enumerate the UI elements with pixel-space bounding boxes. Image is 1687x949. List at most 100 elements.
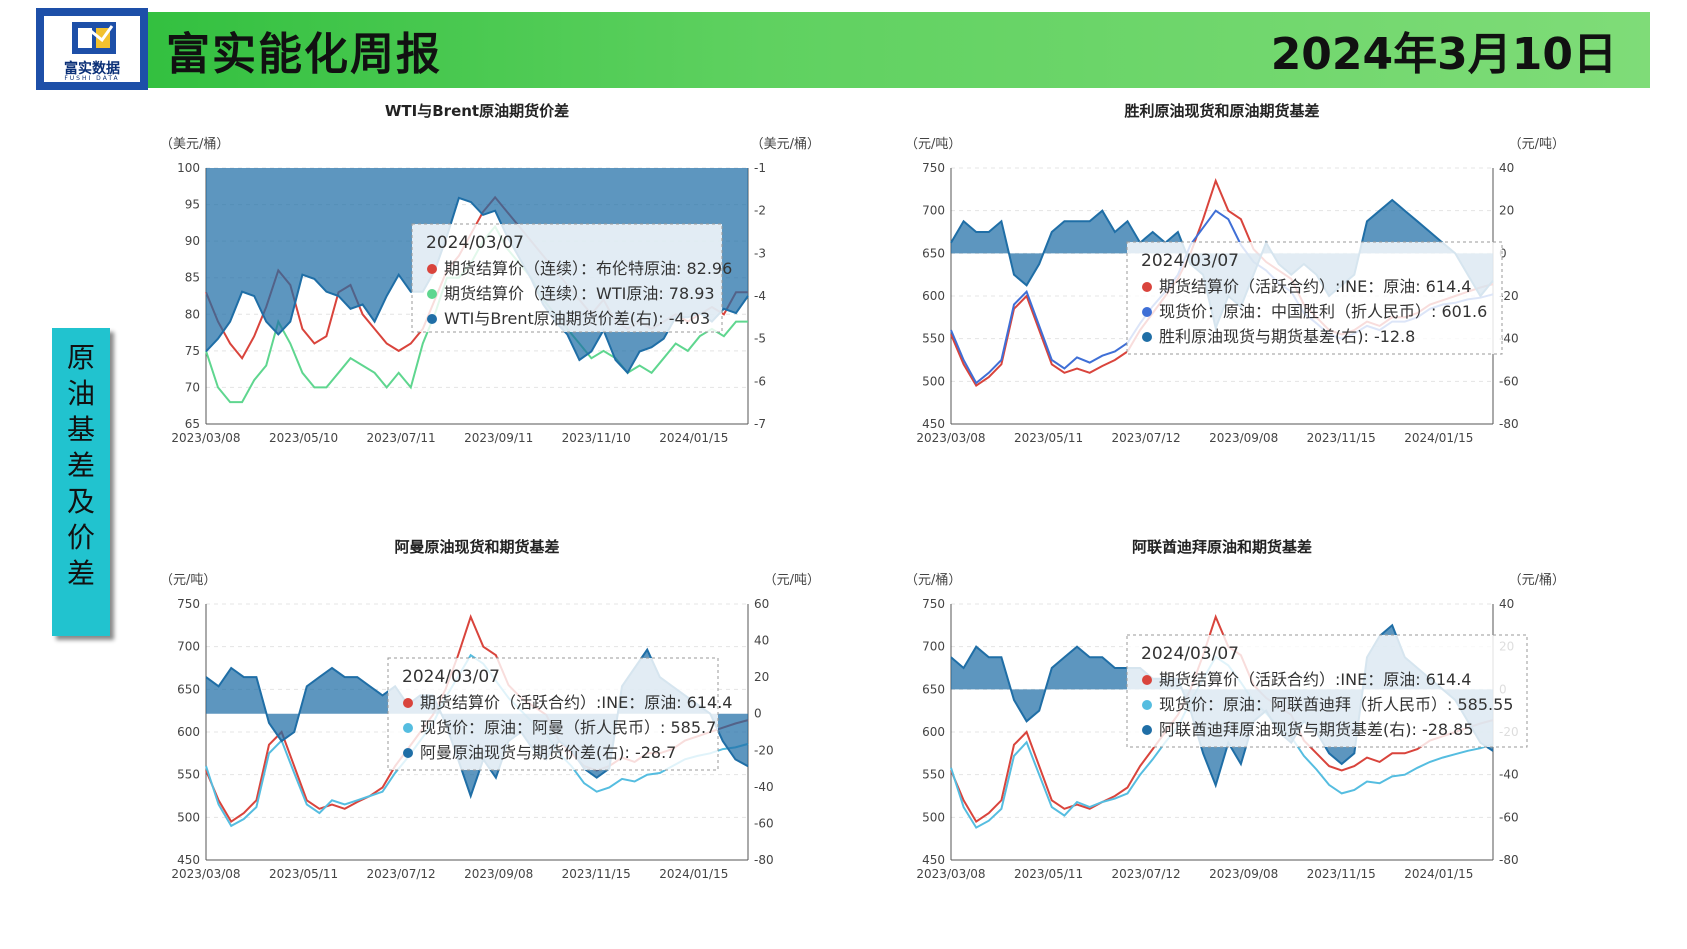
x-tick-label: 2023/03/08 bbox=[171, 431, 240, 445]
section-label-text: 原油基差及价差 bbox=[66, 341, 95, 590]
x-tick-label: 2024/01/15 bbox=[1404, 431, 1473, 445]
left-tick-label: 600 bbox=[922, 725, 945, 739]
tooltip-marker bbox=[403, 723, 413, 733]
tooltip-date: 2024/03/07 bbox=[402, 667, 500, 687]
tooltip-line: 期货结算价（活跃合约）:INE：原油: 614.4 bbox=[420, 693, 732, 712]
chart-wti-brent-spread: WTI与Brent原油期货价差 （美元/桶） （美元/桶） 100 95 90 85 80 75… bbox=[160, 102, 820, 445]
x-tick-label: 2023/05/11 bbox=[269, 867, 338, 881]
x-tick-label: 2024/01/15 bbox=[1404, 867, 1473, 881]
right-tick-label: -2 bbox=[754, 204, 766, 218]
header-banner bbox=[36, 12, 1650, 88]
left-tick-label: 700 bbox=[922, 640, 945, 654]
right-tick-label: -7 bbox=[754, 417, 766, 431]
right-tick-label: -6 bbox=[754, 374, 766, 388]
right-tick-label: -40 bbox=[754, 780, 774, 794]
tooltip-date: 2024/03/07 bbox=[426, 233, 524, 253]
tooltip-line: 现货价：原油：阿曼（折人民币）: 585.7 bbox=[420, 718, 716, 737]
left-tick-label: 500 bbox=[922, 374, 945, 388]
x-tick-label: 2024/01/15 bbox=[659, 867, 728, 881]
left-tick-label: 90 bbox=[185, 234, 200, 248]
tooltip-marker bbox=[403, 748, 413, 758]
left-tick-label: 650 bbox=[922, 682, 945, 696]
right-tick-label: -40 bbox=[1499, 332, 1519, 346]
tooltip: 2024/03/07 期货结算价（连续）：布伦特原油: 82.96 期货结算价（连续… bbox=[411, 223, 732, 333]
tooltip-date: 2024/03/07 bbox=[1141, 644, 1239, 664]
right-tick-label: -20 bbox=[1499, 289, 1519, 303]
right-tick-label: -4 bbox=[754, 289, 766, 303]
chart-shengli-basis: 胜利原油现货和原油期货基差 （元/吨） （元/吨） 750 700 650 600 550 50… bbox=[905, 102, 1565, 445]
right-tick-label: 40 bbox=[1499, 597, 1514, 611]
tooltip: 2024/03/07 期货结算价（活跃合约）:INE：原油: 614.4 现货价：原… bbox=[387, 657, 732, 771]
left-tick-label: 750 bbox=[177, 597, 200, 611]
chart-title: 阿曼原油现货和期货基差 bbox=[394, 538, 559, 556]
left-tick-label: 85 bbox=[185, 271, 200, 285]
right-tick-label: 20 bbox=[1499, 204, 1514, 218]
left-tick-label: 550 bbox=[922, 332, 945, 346]
left-axis-unit: （元/吨） bbox=[905, 137, 961, 152]
tooltip-box bbox=[387, 657, 719, 771]
left-tick-label: 750 bbox=[922, 161, 945, 175]
left-tick-label: 450 bbox=[177, 853, 200, 867]
company-logo: 富实数据 FUSHI DATA bbox=[36, 8, 148, 90]
tooltip-line: 现货价：原油：中国胜利（折人民币）: 601.6 bbox=[1159, 302, 1487, 321]
right-tick-label: 60 bbox=[754, 597, 769, 611]
right-tick-label: -60 bbox=[754, 816, 774, 830]
right-tick-label: -20 bbox=[754, 743, 774, 757]
tooltip-line: 胜利原油现货与期货基差(右): -12.8 bbox=[1159, 327, 1415, 346]
right-axis-unit: （元/吨） bbox=[764, 573, 820, 588]
left-tick-label: 100 bbox=[177, 161, 200, 175]
section-label: 原油基差及价差 bbox=[52, 328, 110, 636]
report-title: 富实能化周报 bbox=[166, 29, 442, 80]
x-tick-label: 2023/09/08 bbox=[1209, 431, 1278, 445]
right-tick-label: 40 bbox=[754, 634, 769, 648]
tooltip-line: 期货结算价（连续）：WTI原油: 78.93 bbox=[444, 284, 715, 303]
logo-mark-icon bbox=[72, 22, 116, 54]
x-tick-label: 2023/03/08 bbox=[916, 867, 985, 881]
right-tick-label: -40 bbox=[1499, 768, 1519, 782]
left-tick-label: 70 bbox=[185, 380, 200, 394]
x-tick-label: 2023/11/15 bbox=[1307, 867, 1376, 881]
tooltip-box bbox=[1126, 634, 1528, 748]
logo-text: 富实数据 bbox=[64, 61, 120, 77]
x-tick-label: 2023/03/08 bbox=[171, 867, 240, 881]
right-tick-label: -1 bbox=[754, 161, 766, 175]
left-axis-unit: （元/桶） bbox=[905, 573, 961, 588]
left-tick-label: 500 bbox=[177, 810, 200, 824]
x-tick-label: 2023/07/12 bbox=[367, 867, 436, 881]
left-tick-label: 750 bbox=[922, 597, 945, 611]
x-tick-label: 2023/07/11 bbox=[367, 431, 436, 445]
series-line bbox=[950, 613, 1494, 824]
logo-inner: 富实数据 FUSHI DATA bbox=[44, 16, 140, 82]
tooltip-marker bbox=[1142, 282, 1152, 292]
tooltip-marker bbox=[1142, 700, 1152, 710]
left-tick-label: 450 bbox=[922, 853, 945, 867]
chart-oman-basis: 阿曼原油现货和期货基差（元/吨） （元/吨）7507006506005505004… bbox=[160, 538, 820, 881]
x-tick-label: 2023/05/11 bbox=[1014, 867, 1083, 881]
left-tick-label: 80 bbox=[185, 307, 200, 321]
right-tick-label: -80 bbox=[754, 853, 774, 867]
tooltip-line: 期货结算价（活跃合约）:INE：原油: 614.4 bbox=[1159, 670, 1471, 689]
series-area-line bbox=[205, 196, 749, 375]
x-tick-label: 2023/03/08 bbox=[916, 431, 985, 445]
left-tick-label: 700 bbox=[177, 640, 200, 654]
left-tick-label: 500 bbox=[922, 810, 945, 824]
right-axis-unit: （美元/桶） bbox=[751, 137, 820, 152]
left-tick-label: 550 bbox=[922, 768, 945, 782]
tooltip-line: 现货价：原油：阿联酋迪拜（折人民币）: 585.55 bbox=[1159, 695, 1513, 714]
tooltip-marker bbox=[427, 264, 437, 274]
left-tick-label: 95 bbox=[185, 198, 200, 212]
left-tick-label: 65 bbox=[185, 417, 200, 431]
right-axis-unit: （元/吨） bbox=[1509, 137, 1565, 152]
tooltip-line: 期货结算价（活跃合约）:INE：原油: 614.4 bbox=[1159, 277, 1471, 296]
tooltip-marker bbox=[1142, 307, 1152, 317]
chart-title: 胜利原油现货和原油期货基差 bbox=[1124, 102, 1319, 120]
tooltip-marker bbox=[1142, 332, 1152, 342]
right-tick-label: -80 bbox=[1499, 417, 1519, 431]
tooltip-line: 阿联酋迪拜原油现货与期货基差(右): -28.85 bbox=[1159, 720, 1474, 739]
right-tick-label: 20 bbox=[754, 670, 769, 684]
x-tick-label: 2023/07/12 bbox=[1112, 431, 1181, 445]
left-tick-label: 75 bbox=[185, 344, 200, 358]
chart-title: 阿联酋迪拜原油和期货基差 bbox=[1132, 538, 1312, 556]
x-tick-label: 2023/07/12 bbox=[1112, 867, 1181, 881]
right-tick-label: -80 bbox=[1499, 853, 1519, 867]
